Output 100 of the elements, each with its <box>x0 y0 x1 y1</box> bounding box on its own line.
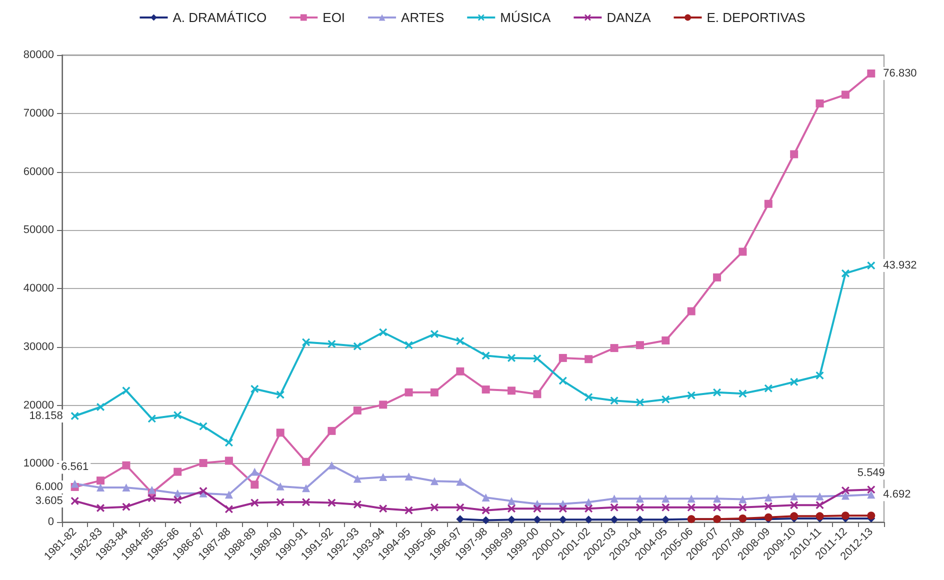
legend-label: E. DEPORTIVAS <box>706 10 806 25</box>
point <box>558 376 567 385</box>
point <box>430 388 438 396</box>
point <box>738 248 747 256</box>
point <box>636 398 644 406</box>
point <box>867 512 876 520</box>
point <box>713 494 722 503</box>
point <box>174 496 182 504</box>
point <box>276 390 284 399</box>
point <box>867 70 876 78</box>
point <box>508 386 516 395</box>
point <box>430 477 438 486</box>
point <box>764 200 772 208</box>
point <box>456 367 464 376</box>
point <box>533 516 542 524</box>
point <box>122 502 130 511</box>
y-tick-label: 0 <box>48 516 54 528</box>
point <box>610 494 618 503</box>
point <box>302 458 310 466</box>
point <box>584 504 593 513</box>
point <box>790 501 798 510</box>
point <box>122 386 130 395</box>
data-label: 3.605 <box>35 494 63 507</box>
point <box>456 478 464 486</box>
point <box>738 495 747 504</box>
point <box>636 341 644 350</box>
point <box>328 426 336 435</box>
legend-label: A. DRAMÁTICO <box>172 10 267 25</box>
point <box>122 461 130 470</box>
legend-label: ARTES <box>401 10 444 25</box>
y-tick-label: 20000 <box>23 399 54 412</box>
legend-label: EOI <box>322 10 346 25</box>
point <box>148 494 156 502</box>
point <box>456 515 464 524</box>
point <box>379 504 388 513</box>
point <box>841 269 850 278</box>
point <box>224 438 233 447</box>
point <box>713 503 722 512</box>
point <box>816 371 824 380</box>
y-tick-label: 70000 <box>23 107 54 120</box>
point <box>584 516 593 524</box>
point <box>610 503 618 512</box>
point <box>276 428 284 437</box>
point <box>276 498 284 506</box>
point <box>199 422 208 430</box>
point <box>148 486 156 494</box>
point <box>816 501 824 510</box>
point <box>508 504 516 513</box>
point <box>404 472 413 480</box>
point <box>148 414 156 423</box>
point <box>610 344 618 352</box>
y-tick-label: 10000 <box>23 458 54 470</box>
point <box>662 395 670 404</box>
point <box>404 388 413 396</box>
point <box>250 480 259 489</box>
point <box>558 516 567 524</box>
point <box>353 406 362 415</box>
y-tick-label: 40000 <box>23 282 54 294</box>
data-label: 5.549 <box>857 467 885 480</box>
point <box>174 411 182 420</box>
point <box>687 503 696 512</box>
point <box>584 393 593 402</box>
point <box>662 516 670 524</box>
point <box>790 492 798 500</box>
point <box>713 273 722 282</box>
y-tick-label: 50000 <box>23 224 54 236</box>
point <box>96 403 105 411</box>
point <box>276 482 284 490</box>
point <box>70 480 79 488</box>
point <box>224 490 233 499</box>
point <box>353 500 362 508</box>
point <box>867 486 876 494</box>
point <box>558 504 567 513</box>
point <box>764 493 772 502</box>
point <box>379 473 388 482</box>
point <box>764 384 772 392</box>
point <box>816 512 824 520</box>
y-tick-label: 60000 <box>23 166 54 178</box>
point <box>558 354 567 362</box>
point <box>662 494 670 503</box>
data-label: 6.561 <box>61 461 89 474</box>
point <box>328 340 336 348</box>
point <box>738 503 747 512</box>
point <box>353 474 362 483</box>
point <box>250 384 259 393</box>
point <box>662 336 670 344</box>
point <box>533 354 542 363</box>
point <box>70 496 79 505</box>
point <box>96 484 105 492</box>
point <box>636 503 644 512</box>
point <box>867 490 876 499</box>
point <box>250 498 259 507</box>
point <box>790 378 798 386</box>
point <box>713 388 722 396</box>
point <box>404 341 413 350</box>
point <box>508 496 516 505</box>
point <box>328 461 336 470</box>
point <box>199 459 208 468</box>
point <box>328 498 336 507</box>
data-label: 18.158 <box>29 410 63 422</box>
